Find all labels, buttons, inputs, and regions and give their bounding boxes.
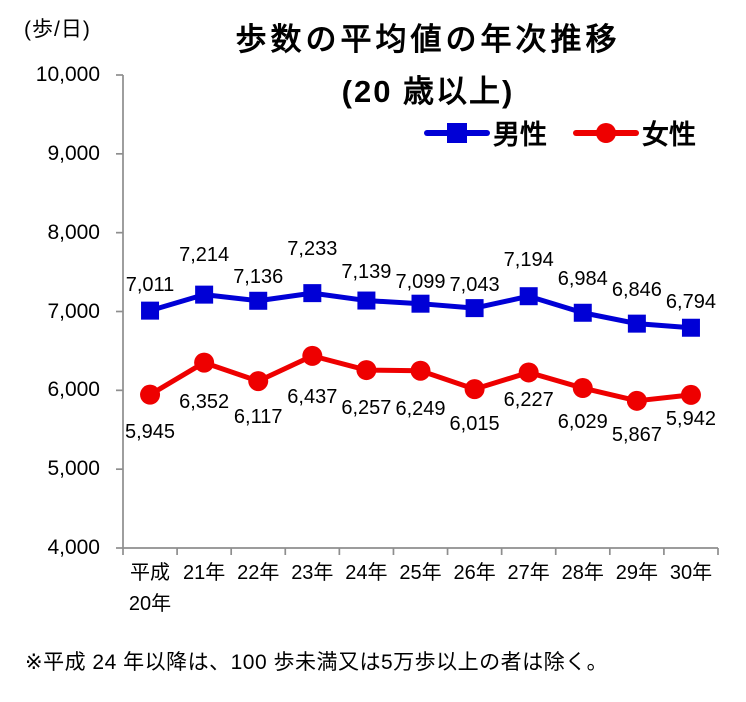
x-axis-tick-label: 29年 — [615, 562, 658, 584]
y-axis-tick-label: 9,000 — [47, 141, 100, 165]
data-label-female: 6,352 — [179, 390, 230, 413]
y-axis-tick-label: 5,000 — [47, 457, 100, 481]
male-data-point-marker — [357, 291, 376, 310]
female-data-point-marker — [356, 360, 377, 381]
male-data-point-marker — [195, 285, 214, 304]
male-series-marker-icon — [424, 120, 490, 146]
legend-item-male: 男性 — [424, 113, 547, 152]
data-label-male: 7,139 — [341, 260, 392, 283]
male-data-point-marker — [411, 294, 430, 313]
male-data-point-marker — [519, 287, 538, 306]
x-axis-tick-label: 23年 — [291, 562, 334, 584]
male-data-point-marker — [681, 318, 700, 337]
legend-label-female: 女性 — [642, 120, 696, 150]
data-label-male: 6,984 — [557, 267, 608, 290]
female-data-point-marker — [518, 362, 539, 383]
data-label-male: 7,214 — [179, 243, 230, 266]
male-data-point-marker — [465, 299, 484, 318]
data-label-male: 7,233 — [287, 238, 338, 261]
data-label-female: 6,015 — [449, 413, 500, 436]
chart-subtitle: (20 歳以上) — [341, 74, 515, 109]
y-axis-tick-label: 10,000 — [35, 63, 100, 86]
data-label-male: 7,011 — [125, 273, 175, 296]
x-axis-tick-label: 22年 — [237, 562, 280, 584]
data-label-male: 7,136 — [233, 265, 284, 288]
female-data-point-marker — [410, 360, 431, 381]
data-label-female: 6,117 — [233, 406, 283, 429]
x-axis-tick-label: 28年 — [561, 562, 604, 584]
female-data-point-marker — [464, 379, 485, 400]
y-axis-tick-label: 7,000 — [47, 299, 100, 323]
female-data-point-marker — [194, 352, 215, 373]
x-axis-tick-label: 21年 — [183, 562, 226, 584]
legend: 男性 女性 — [424, 113, 696, 152]
chart-title: 歩数の平均値の年次推移 — [235, 22, 621, 57]
female-data-point-marker — [680, 384, 701, 405]
legend-item-female: 女性 — [573, 113, 696, 152]
x-axis-tick-label: 27年 — [507, 562, 550, 584]
x-axis-tick-label: 26年 — [453, 562, 496, 584]
female-data-point-marker — [302, 345, 323, 366]
female-data-point-marker — [248, 371, 269, 392]
data-label-female: 6,437 — [287, 385, 338, 408]
legend-label-male: 男性 — [493, 120, 547, 150]
data-label-female: 5,867 — [611, 423, 662, 446]
data-label-male: 7,043 — [449, 274, 500, 297]
y-axis-tick-label: 4,000 — [47, 536, 100, 559]
data-label-male: 7,194 — [503, 249, 554, 272]
male-data-point-marker — [141, 301, 160, 320]
data-label-male: 6,846 — [611, 278, 662, 301]
x-axis-tick-label: 30年 — [669, 562, 713, 584]
data-label-female: 6,227 — [503, 389, 554, 412]
y-axis-unit-label: (歩/日) — [24, 18, 91, 41]
x-axis-tick-label: 25年 — [399, 562, 442, 584]
x-axis-tick-label: 24年 — [345, 562, 388, 584]
y-axis-tick-label: 6,000 — [47, 378, 100, 402]
male-data-point-marker — [627, 314, 646, 333]
data-label-female: 6,249 — [395, 397, 446, 420]
data-label-female: 5,942 — [665, 407, 716, 430]
data-label-female: 6,257 — [341, 397, 392, 420]
male-data-point-marker — [249, 291, 268, 310]
data-label-female: 5,945 — [125, 420, 176, 443]
y-axis-tick-label: 8,000 — [47, 220, 100, 244]
x-axis-tick-label: 平成 20年 — [128, 562, 172, 615]
footnote: ※平成 24 年以降は、100 歩未満又は5万歩以上の者は除く。 — [25, 651, 609, 674]
female-data-point-marker — [572, 378, 593, 399]
data-label-male: 6,794 — [665, 290, 716, 313]
female-series-marker-icon — [573, 120, 639, 146]
male-data-point-marker — [303, 284, 322, 303]
male-data-point-marker — [573, 303, 592, 322]
female-data-point-marker — [140, 384, 161, 405]
female-data-point-marker — [626, 390, 647, 411]
data-label-male: 7,099 — [395, 270, 446, 293]
data-label-female: 6,029 — [557, 411, 608, 434]
